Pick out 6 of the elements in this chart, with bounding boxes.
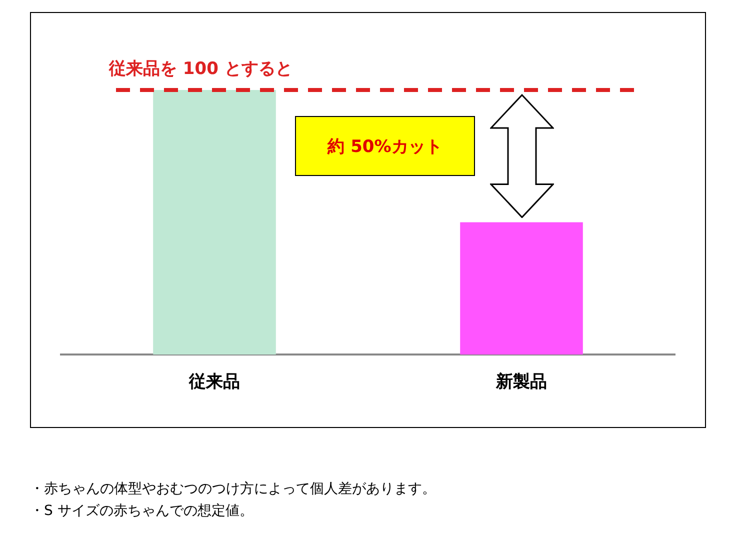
ref-line-label: 従来品を 100 とすると: [108, 58, 292, 79]
text: ・赤ちゃんの体型やおむつのつけ方によって個人差があります。: [30, 480, 436, 499]
callout-box: 約 50%カット: [295, 116, 475, 176]
text: ・S サイズの赤ちゃんでの想定値。: [30, 502, 254, 521]
x-tick-label: 新製品: [495, 372, 547, 392]
x-tick-label: 従来品: [188, 372, 240, 392]
